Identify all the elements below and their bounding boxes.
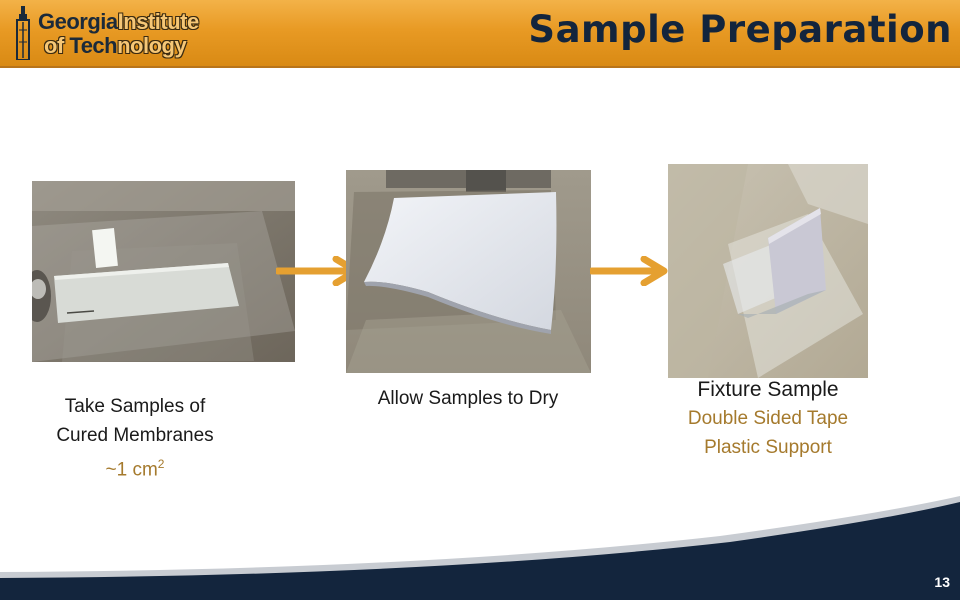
step-3-caption-line-1: Fixture Sample <box>697 378 839 401</box>
step-3-detail-tape: Double Sided Tape <box>687 408 849 429</box>
step-1-sample-size-exponent: 2 <box>157 457 165 471</box>
photo-cured-membrane-sample <box>32 181 295 362</box>
arrow-right-icon <box>590 256 668 286</box>
step-1-caption-line-1: Take Samples of <box>64 396 206 417</box>
georgia-tech-logo: GeorgiaInstitute of Technology <box>14 4 264 62</box>
logo-line-2: of Technology <box>44 33 187 58</box>
logo-word-georgia: Georgia <box>38 9 118 34</box>
photo-drying-membrane <box>346 170 591 373</box>
header-bar: GeorgiaInstitute of Technology Sample Pr… <box>0 0 960 68</box>
step-3-caption: Fixture Sample Double Sided Tape Plastic… <box>648 375 888 462</box>
step-3-detail-support: Plastic Support <box>704 437 832 458</box>
step-2-caption-line-1: Allow Samples to Dry <box>377 388 559 409</box>
tech-tower-icon <box>16 6 30 60</box>
footer-wave <box>0 496 960 600</box>
logo-word-nology: nology <box>117 33 187 58</box>
page-number: 13 <box>934 574 950 590</box>
logo-word-institute: Institute <box>117 9 200 34</box>
logo-line-1: GeorgiaInstitute <box>38 10 199 34</box>
step-1-sample-size-value: ~1 cm <box>105 459 158 481</box>
slide-title: Sample Preparation <box>528 8 952 51</box>
photo-fixtured-sample <box>668 164 868 378</box>
step-1-caption: Take Samples of Cured Membranes ~1 cm2 <box>20 392 250 484</box>
step-1-caption-line-2: Cured Membranes <box>56 425 214 446</box>
logo-word-of: of <box>44 33 70 58</box>
step-1-sample-size: ~1 cm2 <box>20 450 250 484</box>
logo-word-tech: Tech <box>69 33 118 58</box>
step-2-caption: Allow Samples to Dry <box>350 384 586 413</box>
